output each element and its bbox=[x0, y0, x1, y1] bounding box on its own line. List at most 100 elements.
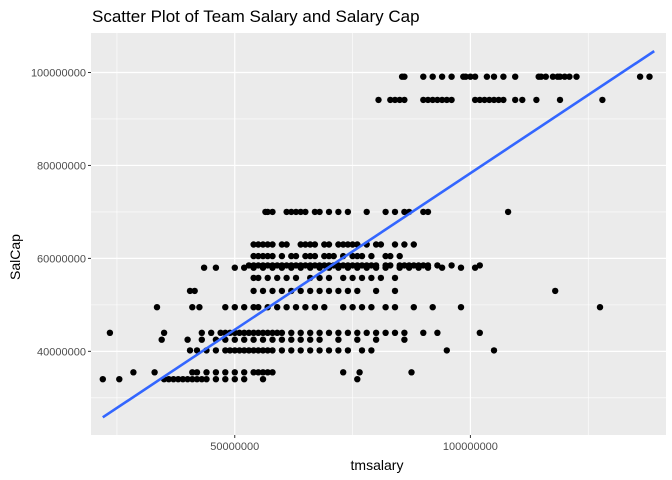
data-point bbox=[321, 252, 328, 260]
data-point bbox=[335, 336, 342, 343]
data-point bbox=[420, 73, 427, 80]
data-point bbox=[358, 347, 366, 354]
x-tick-label: 100000000 bbox=[443, 441, 498, 453]
data-point bbox=[566, 73, 573, 80]
data-point bbox=[519, 96, 526, 104]
data-point bbox=[288, 347, 295, 354]
data-point bbox=[160, 329, 168, 336]
data-point bbox=[302, 304, 309, 311]
data-point bbox=[250, 264, 257, 271]
data-point bbox=[241, 264, 248, 271]
data-point bbox=[255, 347, 262, 354]
data-point bbox=[307, 252, 314, 260]
data-point bbox=[391, 274, 399, 282]
data-point bbox=[241, 376, 248, 383]
data-point bbox=[443, 96, 450, 104]
data-point bbox=[311, 241, 319, 248]
data-point bbox=[391, 287, 399, 295]
data-point bbox=[599, 96, 606, 104]
data-point bbox=[153, 304, 161, 311]
data-point bbox=[245, 329, 253, 336]
data-point bbox=[368, 304, 375, 311]
data-point bbox=[231, 304, 238, 311]
data-point bbox=[420, 329, 427, 336]
data-point bbox=[382, 304, 389, 311]
data-point bbox=[349, 252, 356, 260]
data-point bbox=[191, 287, 198, 295]
data-point bbox=[212, 347, 220, 354]
data-point bbox=[391, 96, 399, 104]
data-point bbox=[471, 73, 479, 80]
data-point bbox=[401, 336, 408, 343]
data-point bbox=[405, 264, 413, 271]
data-point bbox=[377, 274, 385, 282]
data-point bbox=[259, 336, 267, 343]
data-point bbox=[255, 304, 262, 311]
data-point bbox=[358, 274, 366, 282]
data-point bbox=[259, 252, 267, 260]
data-point bbox=[429, 73, 436, 80]
data-point bbox=[321, 241, 328, 248]
data-point bbox=[269, 241, 276, 248]
data-point bbox=[340, 274, 347, 282]
data-point bbox=[189, 369, 196, 376]
data-point bbox=[438, 73, 446, 80]
data-point bbox=[212, 376, 220, 383]
data-point bbox=[349, 274, 356, 282]
data-point bbox=[354, 329, 361, 336]
data-point bbox=[410, 304, 417, 311]
data-point bbox=[325, 241, 333, 248]
data-point bbox=[255, 252, 262, 260]
data-point bbox=[241, 304, 248, 311]
data-point bbox=[250, 369, 257, 376]
data-point bbox=[344, 347, 352, 354]
data-point bbox=[372, 287, 380, 295]
y-tick-label: 40000000 bbox=[37, 346, 86, 358]
data-point bbox=[264, 347, 271, 354]
data-point bbox=[255, 369, 262, 376]
data-point bbox=[382, 208, 389, 216]
data-point bbox=[269, 336, 276, 343]
data-point bbox=[264, 274, 271, 282]
y-axis-ticks: 40000000 60000000 80000000 100000000 bbox=[31, 68, 91, 358]
data-point bbox=[556, 96, 564, 104]
data-point bbox=[363, 208, 370, 216]
data-point bbox=[184, 376, 191, 383]
data-point bbox=[130, 369, 137, 376]
data-point bbox=[255, 329, 262, 336]
data-point bbox=[302, 252, 309, 260]
data-point bbox=[344, 287, 352, 295]
data-point bbox=[264, 252, 271, 260]
data-point bbox=[274, 329, 281, 336]
data-point bbox=[106, 329, 114, 336]
data-point bbox=[424, 208, 432, 216]
data-point bbox=[316, 264, 323, 271]
data-point bbox=[250, 336, 257, 343]
data-point bbox=[335, 287, 342, 295]
data-point bbox=[259, 287, 267, 295]
y-axis-title: SalCap bbox=[7, 234, 23, 280]
data-point bbox=[372, 329, 380, 336]
data-point bbox=[391, 208, 399, 216]
data-point bbox=[316, 347, 323, 354]
data-point bbox=[245, 347, 253, 354]
x-axis-title: tmsalary bbox=[351, 457, 404, 473]
data-point bbox=[448, 96, 455, 104]
data-point bbox=[288, 208, 295, 216]
data-point bbox=[533, 96, 540, 104]
data-point bbox=[198, 376, 205, 383]
data-point bbox=[231, 369, 238, 376]
data-point bbox=[222, 304, 229, 311]
data-point bbox=[429, 304, 436, 311]
data-point bbox=[297, 336, 304, 343]
data-point bbox=[264, 241, 271, 248]
data-point bbox=[377, 241, 385, 248]
data-point bbox=[408, 369, 415, 376]
data-point bbox=[363, 329, 370, 336]
data-point bbox=[217, 329, 224, 336]
data-point bbox=[200, 264, 208, 271]
data-point bbox=[226, 347, 234, 354]
data-point bbox=[189, 304, 196, 311]
data-point bbox=[186, 287, 194, 295]
data-point bbox=[278, 252, 286, 260]
